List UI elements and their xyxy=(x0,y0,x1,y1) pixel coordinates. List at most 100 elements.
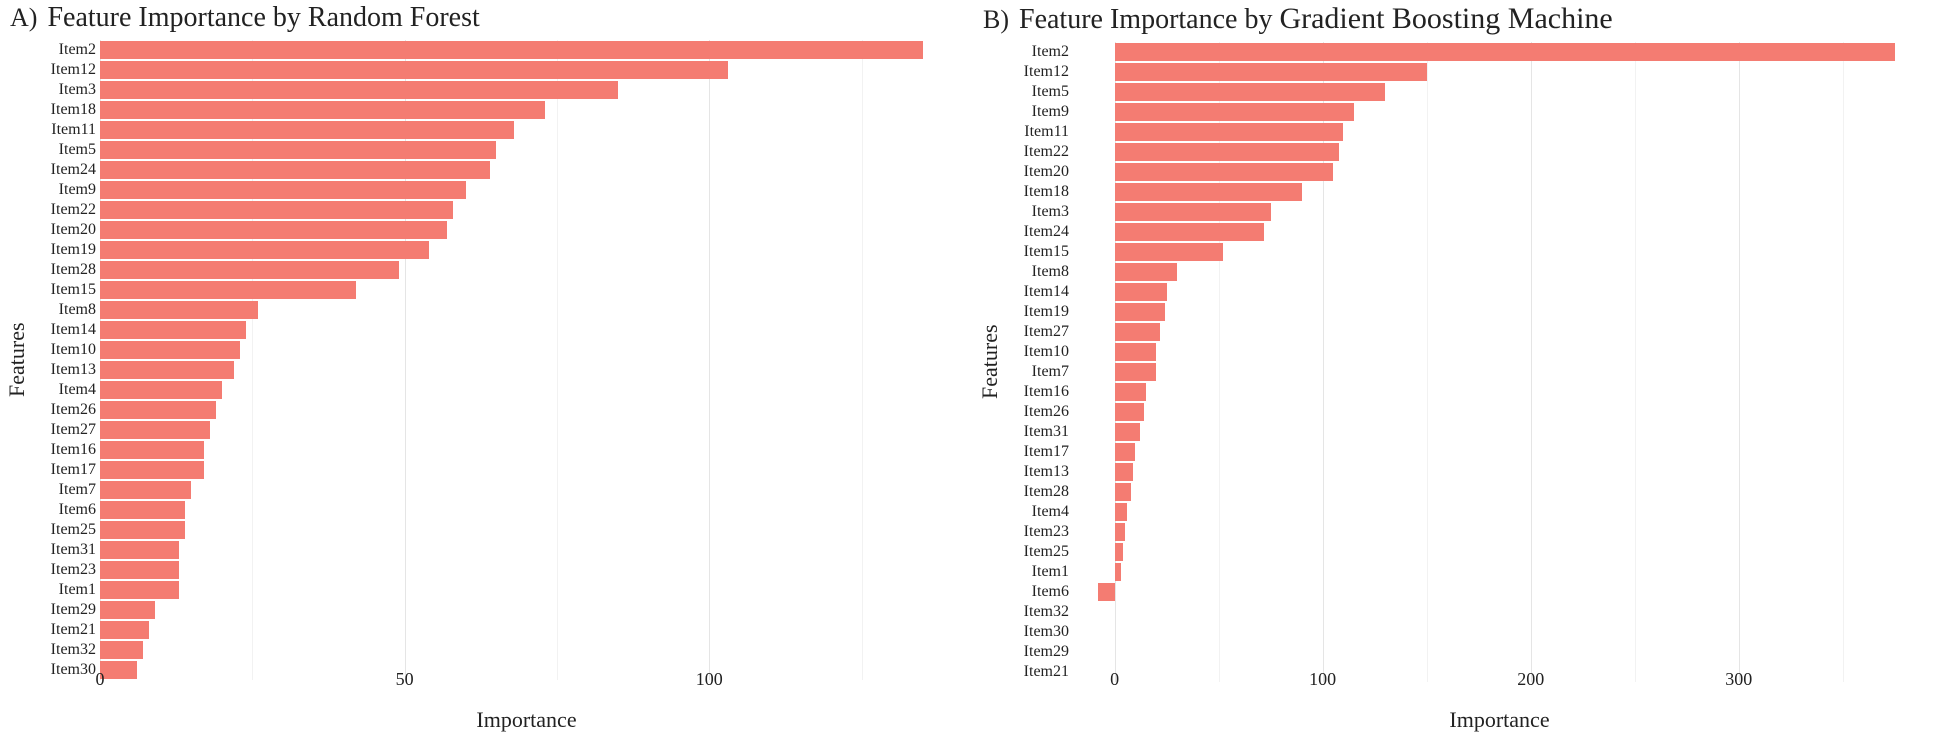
panel-a-xlabel: Importance xyxy=(100,707,953,733)
bar-row xyxy=(100,80,953,100)
bar-row xyxy=(100,260,953,280)
bar-row xyxy=(1073,442,1926,462)
bar-row xyxy=(1073,542,1926,562)
y-label: Item3 xyxy=(1003,202,1069,222)
y-label: Item21 xyxy=(30,620,96,640)
bar xyxy=(100,381,222,399)
panel-a-chart: Features Item2Item12Item3Item18Item11Ite… xyxy=(0,40,953,680)
y-label: Item11 xyxy=(1003,122,1069,142)
y-label: Item17 xyxy=(1003,442,1069,462)
bar-row xyxy=(1073,462,1926,482)
bar xyxy=(100,341,240,359)
y-label: Item4 xyxy=(30,380,96,400)
y-label: Item25 xyxy=(30,520,96,540)
bar-row xyxy=(1073,302,1926,322)
y-label: Item26 xyxy=(30,400,96,420)
x-tick: 100 xyxy=(1309,669,1336,690)
bar-row xyxy=(100,620,953,640)
panel-b-title: Feature Importance by Gradient Boosting … xyxy=(1019,2,1613,36)
bar xyxy=(1115,463,1134,481)
panel-a-header: A) Feature Importance by Random Forest xyxy=(0,0,953,40)
panel-a-letter: A) xyxy=(10,3,37,33)
bar xyxy=(1115,363,1157,381)
panel-b-xaxis: 0100200300 Importance xyxy=(1073,669,1926,709)
bar xyxy=(100,81,618,99)
bar xyxy=(1115,123,1344,141)
bar xyxy=(100,601,155,619)
y-label: Item27 xyxy=(1003,322,1069,342)
y-label: Item1 xyxy=(1003,562,1069,582)
bar xyxy=(100,121,514,139)
bar-row xyxy=(1073,162,1926,182)
y-label: Item6 xyxy=(1003,582,1069,602)
bar-row xyxy=(100,120,953,140)
y-label: Item12 xyxy=(30,60,96,80)
bar-row xyxy=(1073,222,1926,242)
panel-b-bars xyxy=(1073,42,1926,682)
y-label: Item29 xyxy=(1003,642,1069,662)
bar-row xyxy=(1073,62,1926,82)
y-label: Item32 xyxy=(30,640,96,660)
panel-b-letter: B) xyxy=(983,5,1009,35)
bar xyxy=(1115,503,1127,521)
panel-a-xticks: 050100 xyxy=(100,669,953,689)
bar-row xyxy=(1073,422,1926,442)
panel-b-chart: Features Item2Item12Item5Item9Item11Item… xyxy=(973,42,1926,682)
bar-row xyxy=(1073,622,1926,642)
bar xyxy=(1115,543,1123,561)
bar xyxy=(100,201,453,219)
bar xyxy=(100,421,210,439)
bar-row xyxy=(100,60,953,80)
bar xyxy=(100,161,490,179)
bar xyxy=(1115,183,1302,201)
y-label: Item14 xyxy=(30,320,96,340)
bar-row xyxy=(100,500,953,520)
bar-row xyxy=(100,100,953,120)
y-label: Item22 xyxy=(30,200,96,220)
bar xyxy=(100,301,258,319)
bar xyxy=(1115,303,1165,321)
y-label: Item11 xyxy=(30,120,96,140)
bar xyxy=(1115,143,1340,161)
bar xyxy=(1115,283,1167,301)
bar xyxy=(100,621,149,639)
bar xyxy=(100,241,429,259)
bar xyxy=(100,181,466,199)
bar-row xyxy=(1073,562,1926,582)
bar-row xyxy=(100,40,953,60)
y-label: Item3 xyxy=(30,80,96,100)
bar xyxy=(100,41,923,59)
panel-b: B) Feature Importance by Gradient Boosti… xyxy=(973,0,1946,721)
y-label: Item5 xyxy=(1003,82,1069,102)
bar-row xyxy=(100,200,953,220)
y-label: Item20 xyxy=(30,220,96,240)
y-label: Item14 xyxy=(1003,282,1069,302)
x-tick: 300 xyxy=(1725,669,1752,690)
bar-row xyxy=(1073,322,1926,342)
bar-row xyxy=(100,180,953,200)
bar xyxy=(1115,563,1121,581)
bar-row xyxy=(100,560,953,580)
bar-row xyxy=(1073,522,1926,542)
panel-b-ylabel: Features xyxy=(973,42,1003,682)
bar-row xyxy=(1073,282,1926,302)
y-label: Item21 xyxy=(1003,662,1069,682)
bar-row xyxy=(1073,342,1926,362)
bar xyxy=(100,141,496,159)
bar-row xyxy=(100,520,953,540)
y-label: Item5 xyxy=(30,140,96,160)
bar-row xyxy=(1073,502,1926,522)
y-label: Item22 xyxy=(1003,142,1069,162)
bar-row xyxy=(100,280,953,300)
bar-row xyxy=(1073,142,1926,162)
panel-b-header: B) Feature Importance by Gradient Boosti… xyxy=(973,0,1926,42)
y-label: Item10 xyxy=(30,340,96,360)
y-label: Item19 xyxy=(1003,302,1069,322)
bar xyxy=(1115,163,1333,181)
bar-row xyxy=(100,220,953,240)
bar-row xyxy=(1073,362,1926,382)
y-label: Item8 xyxy=(30,300,96,320)
bar xyxy=(1115,523,1125,541)
panel-a-ylabels: Item2Item12Item3Item18Item11Item5Item24I… xyxy=(30,40,100,680)
bar xyxy=(1115,403,1144,421)
